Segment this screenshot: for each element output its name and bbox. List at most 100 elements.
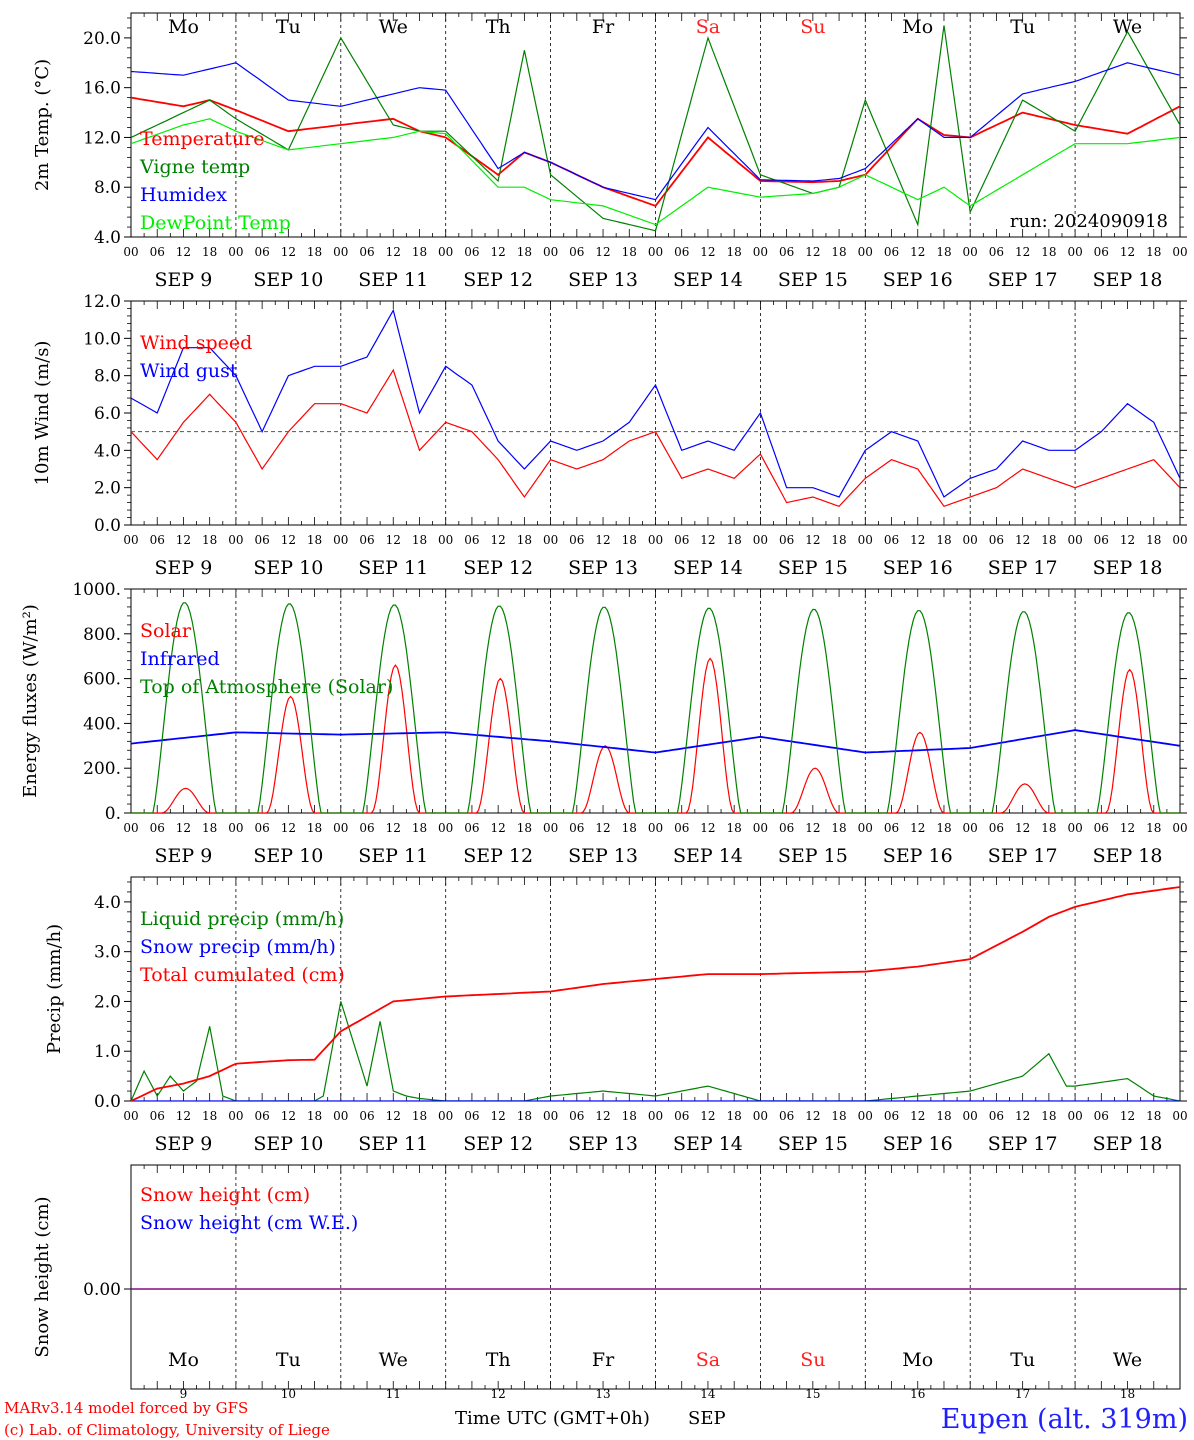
- legend-entry: Total cumulated (cm): [140, 964, 345, 986]
- date-label: SEP 16: [883, 557, 953, 579]
- hour-tick-label: 00: [1172, 533, 1187, 547]
- hour-tick-label: 06: [464, 533, 479, 547]
- date-label: SEP 9: [155, 557, 213, 579]
- hour-tick-label: 18: [727, 1109, 742, 1123]
- hour-tick-label: 18: [517, 533, 532, 547]
- hour-tick-label: 12: [281, 1109, 296, 1123]
- hour-tick-label: 00: [333, 821, 348, 835]
- hour-tick-label: 18: [831, 533, 846, 547]
- date-label: SEP 18: [1093, 269, 1163, 291]
- hour-tick-label: 12: [176, 1109, 191, 1123]
- hour-tick-label: 00: [753, 821, 768, 835]
- series-line-humidex: [131, 62, 1180, 201]
- hour-tick-label: 00: [1067, 1109, 1082, 1123]
- hour-tick-label: 06: [569, 1109, 584, 1123]
- panel-5: 0.00 Snow height (cm) Snow height (cm) Snow…: [32, 1164, 1187, 1390]
- hour-tick-label: 06: [359, 245, 374, 259]
- legend-entry: Snow height (cm W.E.): [140, 1212, 358, 1234]
- hour-tick-label: 00: [123, 245, 138, 259]
- hour-tick-label: 12: [910, 821, 925, 835]
- day-name: We: [379, 1349, 408, 1371]
- date-label: SEP 13: [568, 845, 638, 867]
- hour-tick-label: 18: [202, 821, 217, 835]
- hour-tick-label: 06: [254, 1109, 269, 1123]
- lab-credit: (c) Lab. of Climatology, University of L…: [4, 1421, 330, 1439]
- date-label: SEP 15: [778, 557, 848, 579]
- hour-tick-label: 00: [1067, 533, 1082, 547]
- hour-tick-label: 00: [753, 533, 768, 547]
- legend-entry: Vigne temp: [139, 156, 250, 178]
- series-line-wind-gust: [131, 308, 1180, 498]
- date-label: SEP 12: [463, 845, 533, 867]
- y-tick-label: 6.0: [94, 404, 121, 424]
- date-label: SEP 12: [463, 557, 533, 579]
- hour-tick-label: 00: [753, 1109, 768, 1123]
- series-line-liquid-precip-mm-h-: [131, 1001, 1180, 1101]
- hour-tick-label: 00: [858, 1109, 873, 1123]
- day-name: Sa: [696, 16, 720, 38]
- series-line-vigne-temp: [131, 25, 1180, 232]
- y-axis-label: Energy fluxes (W/m²): [20, 604, 41, 798]
- hour-tick-label: 18: [727, 821, 742, 835]
- hour-tick-label: 00: [753, 245, 768, 259]
- series-line-infrared: [131, 729, 1180, 754]
- run-label: run: 2024090918: [1010, 211, 1168, 232]
- y-tick-label: 12.0: [83, 292, 121, 312]
- date-label: SEP 14: [673, 1133, 743, 1155]
- day-name: Su: [800, 16, 825, 38]
- panel-4: 0.0 1.0 2.0 3.0 4.0 Precip (mm/h) 00 06 12 18 SEP …: [44, 876, 1188, 1155]
- y-axis-label: 2m Temp. (°C): [32, 59, 53, 191]
- hour-tick-label: 18: [622, 1109, 637, 1123]
- hour-tick-label: 18: [1041, 1109, 1056, 1123]
- date-label: SEP 15: [778, 1133, 848, 1155]
- hour-tick-label: 12: [491, 245, 506, 259]
- hour-tick-label: 00: [228, 245, 243, 259]
- hour-tick-label: 00: [963, 245, 978, 259]
- y-tick-label: 0.: [105, 804, 121, 824]
- hour-tick-label: 06: [254, 245, 269, 259]
- hour-tick-label: 12: [595, 245, 610, 259]
- y-tick-label: 1000.: [72, 580, 121, 600]
- hour-tick-label: 06: [150, 245, 165, 259]
- legend-entry: Humidex: [140, 184, 227, 206]
- day-number: 16: [910, 1387, 925, 1401]
- hour-tick-label: 00: [543, 533, 558, 547]
- y-tick-label: 3.0: [94, 943, 121, 963]
- series-line-top-of-atmosphere-solar-: [131, 602, 1180, 813]
- y-tick-label: 800.: [83, 625, 121, 645]
- date-label: SEP 17: [988, 269, 1058, 291]
- hour-tick-label: 12: [491, 1109, 506, 1123]
- hour-tick-label: 00: [438, 245, 453, 259]
- hour-tick-label: 06: [674, 533, 689, 547]
- day-name: We: [1113, 16, 1142, 38]
- hour-tick-label: 18: [202, 1109, 217, 1123]
- hour-tick-label: 00: [228, 1109, 243, 1123]
- hour-tick-label: 00: [963, 533, 978, 547]
- date-label: SEP 16: [883, 269, 953, 291]
- day-name: Mo: [902, 1349, 933, 1371]
- day-number: 10: [281, 1387, 296, 1401]
- hour-tick-label: 12: [386, 821, 401, 835]
- hour-tick-label: 00: [648, 245, 663, 259]
- hour-tick-label: 18: [1041, 245, 1056, 259]
- plot-area: [131, 308, 1180, 508]
- month-label: SEP: [688, 1408, 726, 1429]
- day-number: 12: [491, 1387, 506, 1401]
- hour-tick-label: 12: [1120, 533, 1135, 547]
- hour-tick-label: 12: [176, 821, 191, 835]
- hour-tick-label: 18: [412, 533, 427, 547]
- day-name: Th: [486, 1349, 511, 1371]
- y-tick-label: 0.0: [94, 1092, 121, 1112]
- day-name: Tu: [1010, 1349, 1035, 1371]
- date-label: SEP 11: [358, 845, 428, 867]
- hour-tick-label: 12: [281, 821, 296, 835]
- date-label: SEP 14: [673, 845, 743, 867]
- hour-tick-label: 00: [228, 821, 243, 835]
- day-name: Su: [800, 1349, 825, 1371]
- hour-tick-label: 18: [727, 533, 742, 547]
- hour-tick-label: 12: [1120, 245, 1135, 259]
- hour-tick-label: 06: [359, 821, 374, 835]
- hour-tick-label: 12: [1015, 245, 1030, 259]
- date-label: SEP 13: [568, 1133, 638, 1155]
- hour-tick-label: 00: [963, 1109, 978, 1123]
